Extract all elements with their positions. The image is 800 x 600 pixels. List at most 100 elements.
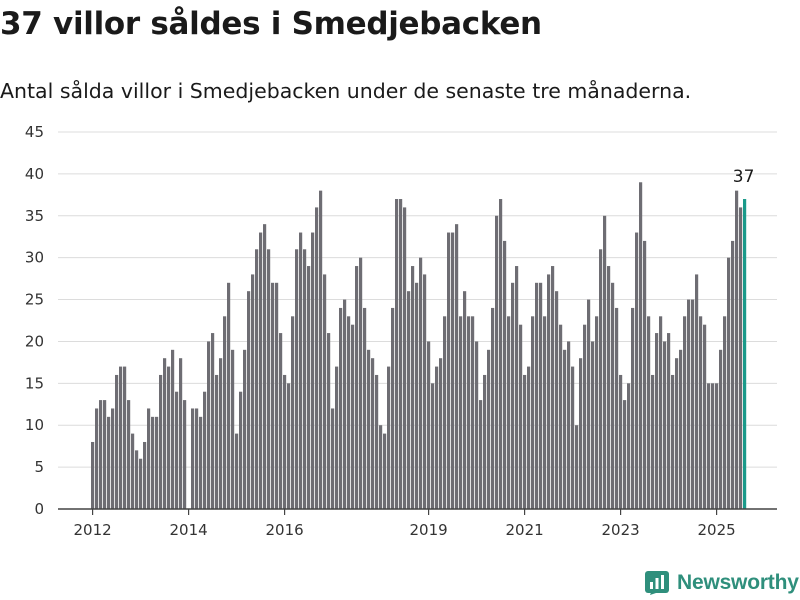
bar <box>703 324 707 509</box>
bar <box>659 316 663 509</box>
bar <box>715 383 719 509</box>
bar <box>695 274 699 509</box>
bar <box>119 366 123 509</box>
bar <box>487 349 491 509</box>
bar <box>555 291 559 509</box>
bar <box>615 307 619 509</box>
bar <box>175 391 179 509</box>
newsworthy-logo-icon <box>645 571 669 595</box>
bar <box>247 291 251 509</box>
bar <box>159 374 163 509</box>
bar <box>407 291 411 509</box>
bar <box>107 416 111 509</box>
x-tick-label: 2025 <box>698 521 736 539</box>
bar <box>95 408 99 509</box>
bar <box>163 358 167 509</box>
bar <box>403 207 407 509</box>
bar <box>295 249 299 510</box>
bar <box>259 232 263 510</box>
y-tick-label: 45 <box>25 123 44 141</box>
bar <box>255 249 259 510</box>
bar <box>439 358 443 509</box>
bar <box>287 383 291 509</box>
bar <box>139 458 143 509</box>
bar <box>263 224 267 509</box>
bar <box>207 341 211 509</box>
bar <box>283 374 287 509</box>
bar <box>311 232 315 510</box>
bar <box>351 324 355 509</box>
bar <box>231 349 235 509</box>
bar <box>519 324 523 509</box>
bar <box>267 249 271 510</box>
bar <box>691 299 695 509</box>
bar <box>275 282 279 509</box>
bar <box>343 299 347 509</box>
bar <box>467 316 471 509</box>
bar <box>587 299 591 509</box>
bar <box>359 257 363 509</box>
bar <box>227 282 231 509</box>
bar <box>211 333 215 509</box>
bar <box>411 266 415 509</box>
bar <box>591 341 595 509</box>
bar <box>583 324 587 509</box>
bar <box>479 400 483 509</box>
bar <box>579 358 583 509</box>
bar <box>415 282 419 509</box>
y-tick-label: 40 <box>25 165 44 183</box>
bar <box>371 358 375 509</box>
x-tick-label: 2021 <box>506 521 544 539</box>
bar <box>315 207 319 509</box>
chart-subtitle: Antal sålda villor i Smedjebacken under … <box>0 79 692 103</box>
bar <box>383 433 387 509</box>
y-tick-label: 25 <box>25 291 44 309</box>
bar <box>203 391 207 509</box>
y-tick-label: 15 <box>25 374 44 392</box>
bar <box>683 316 687 509</box>
bar <box>243 349 247 509</box>
bar <box>443 316 447 509</box>
bar <box>527 366 531 509</box>
newsworthy-logo: Newsworthy <box>644 570 799 596</box>
bar <box>191 408 195 509</box>
bar <box>299 232 303 510</box>
bar <box>731 240 735 509</box>
bar <box>399 199 403 509</box>
bar <box>115 374 119 509</box>
bar <box>571 366 575 509</box>
bar <box>367 349 371 509</box>
bar <box>387 366 391 509</box>
bar <box>91 441 95 509</box>
bar <box>635 232 639 510</box>
bar <box>627 383 631 509</box>
chart-title: 37 villor såldes i Smedjebacken <box>0 6 542 42</box>
x-tick-label: 2019 <box>410 521 448 539</box>
bar <box>147 408 151 509</box>
bar <box>151 416 155 509</box>
bar <box>595 316 599 509</box>
bar <box>471 316 475 509</box>
bar <box>507 316 511 509</box>
bar <box>495 215 499 509</box>
bar <box>619 374 623 509</box>
bar <box>559 324 563 509</box>
bar <box>639 182 643 509</box>
bar <box>727 257 731 509</box>
bar <box>291 316 295 509</box>
bar <box>491 307 495 509</box>
bar <box>103 400 107 509</box>
bar <box>631 307 635 509</box>
bar <box>459 316 463 509</box>
bar <box>167 366 171 509</box>
y-tick-label: 20 <box>25 332 44 350</box>
bar <box>123 366 127 509</box>
bar <box>603 215 607 509</box>
bar <box>463 291 467 509</box>
x-tick-label: 2012 <box>74 521 112 539</box>
bar <box>379 425 383 509</box>
bar <box>327 333 331 509</box>
bar <box>219 358 223 509</box>
